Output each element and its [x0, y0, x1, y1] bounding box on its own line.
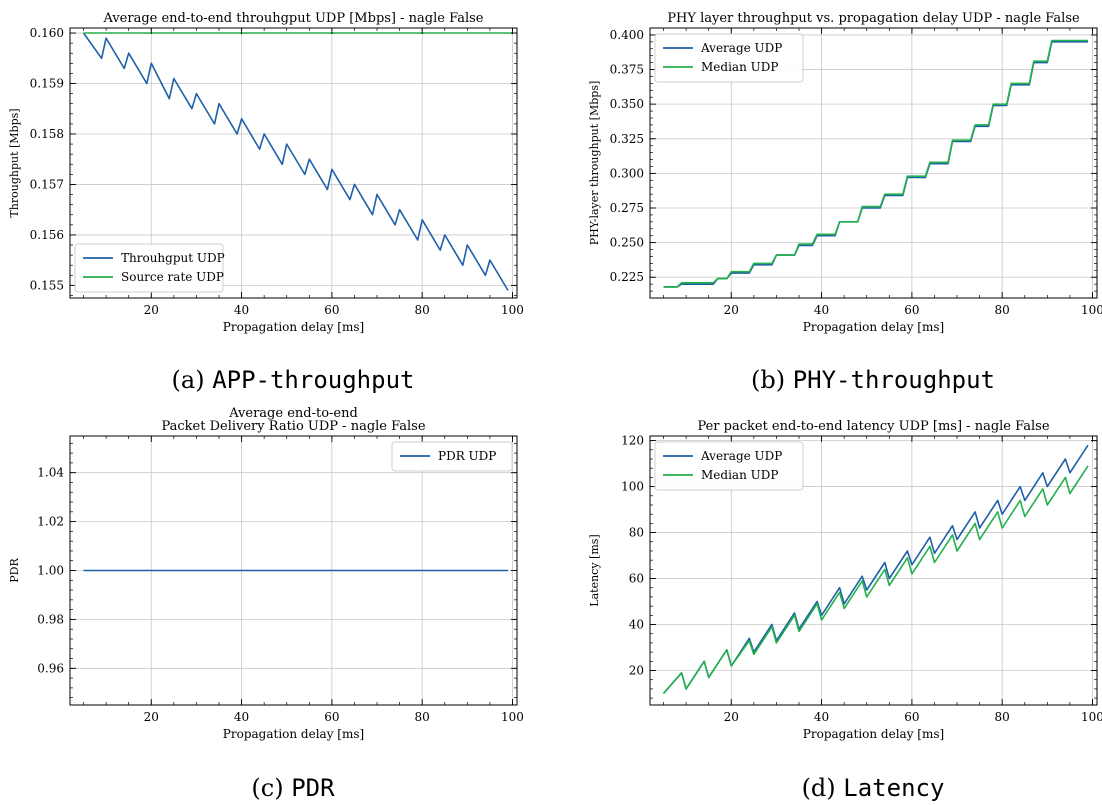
y-axis-label: PHY-layer throughput [Mbps] — [588, 81, 601, 246]
y-axis-label: Throughput [Mbps] — [8, 108, 21, 217]
x-tick-label: 20 — [144, 710, 159, 724]
y-tick-label: 0.158 — [30, 127, 64, 141]
figure-caption: (c) PDR — [251, 774, 335, 802]
y-tick-label: 1.00 — [37, 564, 64, 578]
legend: Average UDP Median UDP — [654, 441, 804, 491]
legend-label: Median UDP — [701, 60, 778, 74]
y-tick-label: 1.04 — [37, 466, 64, 480]
x-tick-label: 100 — [501, 710, 524, 724]
plot-frame — [649, 435, 1098, 706]
y-tick-label: 60 — [629, 572, 644, 586]
x-tick-label: 40 — [814, 710, 829, 724]
chart-title: Average end-to-end Packet Delivery Ratio … — [161, 406, 425, 434]
legend-label: Average UDP — [700, 449, 782, 463]
y-tick-label: 0.350 — [610, 97, 644, 111]
x-axis-label: Propagation delay [ms] — [803, 320, 944, 334]
x-tick-label: 40 — [234, 303, 249, 317]
caption-code: PHY-throughput — [793, 366, 995, 394]
legend-label: Source rate UDP — [121, 270, 224, 284]
y-tick-label: 0.400 — [610, 28, 644, 42]
x-tick-label: 80 — [415, 303, 430, 317]
y-tick-label: 1.02 — [37, 515, 64, 529]
caption-code: Latency — [843, 774, 944, 802]
chart-panel-3: 20 40 60 80 100 0.96 0.98 1.00 1.02 1.04 Average e… — [8, 406, 524, 802]
y-tick-label: 0.225 — [610, 270, 644, 284]
x-tick-label: 60 — [904, 303, 919, 317]
x-tick-label: 40 — [234, 710, 249, 724]
chart-title: Average end-to-end throuhgput UDP [Mbps]… — [102, 11, 483, 26]
y-tick-label: 0.159 — [30, 77, 64, 91]
y-axis-label: Latency [ms] — [588, 534, 601, 606]
caption-prefix: (d) — [802, 774, 844, 802]
y-tick-label: 100 — [621, 480, 644, 494]
x-tick-label: 100 — [501, 303, 524, 317]
figure-caption: (a) APP-throughput — [172, 366, 415, 394]
legend-label: Median UDP — [701, 468, 778, 482]
x-tick-label: 80 — [995, 303, 1010, 317]
legend: Average UDP Median UDP — [654, 33, 804, 83]
legend: Throuhgput UDP Source rate UDP — [74, 243, 225, 293]
legend-box — [654, 441, 804, 491]
x-tick-label: 80 — [995, 710, 1010, 724]
y-tick-label: 0.157 — [30, 177, 64, 191]
legend-box — [74, 243, 224, 293]
y-tick-label: 0.156 — [30, 228, 64, 242]
caption-prefix: (a) — [172, 366, 213, 394]
legend: PDR UDP — [391, 441, 513, 472]
x-tick-label: 20 — [724, 303, 739, 317]
legend-box — [654, 33, 804, 83]
y-tick-label: 40 — [629, 618, 644, 632]
caption-prefix: (b) — [751, 366, 793, 394]
x-tick-label: 60 — [324, 303, 339, 317]
y-tick-label: 0.250 — [610, 236, 644, 250]
x-axis-label: Propagation delay [ms] — [223, 727, 364, 741]
chart-title: Per packet end-to-end latency UDP [ms] -… — [697, 419, 1049, 434]
plot-frame — [69, 27, 518, 299]
series-line-1 — [82, 32, 509, 291]
caption-code: APP-throughput — [212, 366, 414, 394]
chart-panel-4: 20 40 60 80 100 20 40 60 80 100 120 Per packet end-… — [588, 419, 1102, 802]
x-tick-label: 20 — [724, 710, 739, 724]
x-axis-label: Propagation delay [ms] — [803, 727, 944, 741]
y-axis-label: PDR — [8, 558, 21, 583]
x-tick-label: 60 — [904, 710, 919, 724]
caption-prefix: (c) — [251, 774, 291, 802]
legend-label: Throuhgput UDP — [121, 251, 225, 265]
chart-panel-1: 20 40 60 80 100 0.155 0.156 0.157 0.158 0.159 0.16… — [8, 11, 524, 394]
x-tick-label: 60 — [324, 710, 339, 724]
y-tick-label: 0.155 — [30, 278, 64, 292]
y-tick-label: 80 — [629, 526, 644, 540]
y-tick-label: 20 — [629, 664, 644, 678]
x-tick-label: 20 — [144, 303, 159, 317]
x-tick-label: 100 — [1081, 303, 1102, 317]
chart-panel-2: 20 40 60 80 100 0.225 0.250 0.275 0.300 0.325 0.35… — [588, 11, 1102, 394]
plot-frame — [649, 27, 1098, 299]
x-tick-label: 100 — [1081, 710, 1102, 724]
x-tick-label: 80 — [415, 710, 430, 724]
x-axis-label: Propagation delay [ms] — [223, 320, 364, 334]
figure-caption: (d) Latency — [802, 774, 945, 802]
y-tick-label: 0.98 — [37, 612, 64, 626]
chart-title: PHY layer throughput vs. propagation del… — [667, 11, 1080, 26]
y-tick-label: 0.300 — [610, 166, 644, 180]
series-line-2 — [662, 465, 1089, 695]
y-tick-label: 120 — [621, 434, 644, 448]
figure-caption: (b) PHY-throughput — [751, 366, 995, 394]
y-tick-label: 0.325 — [610, 132, 644, 146]
y-tick-label: 0.96 — [37, 661, 64, 675]
y-tick-label: 0.275 — [610, 201, 644, 215]
x-tick-label: 40 — [814, 303, 829, 317]
legend-label: PDR UDP — [438, 449, 496, 463]
caption-code: PDR — [291, 774, 335, 802]
series-line-2 — [663, 39, 1088, 288]
y-tick-label: 0.375 — [610, 63, 644, 77]
y-tick-label: 0.160 — [30, 26, 64, 40]
legend-label: Average UDP — [700, 41, 782, 55]
legend-box — [391, 441, 513, 472]
